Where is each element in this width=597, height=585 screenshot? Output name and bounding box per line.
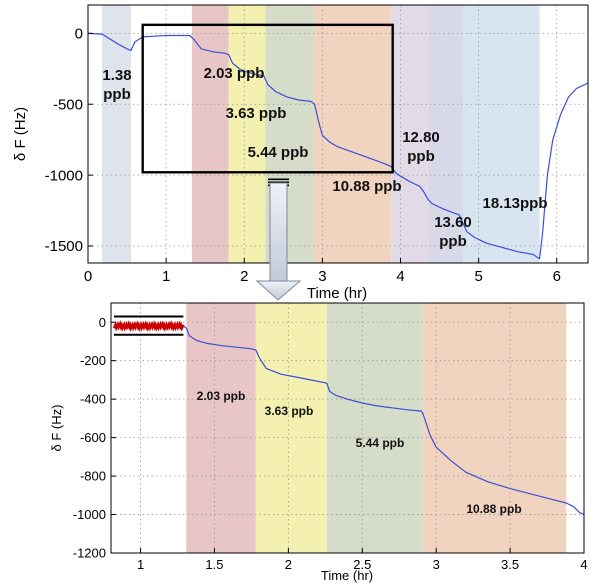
bottom-y-tick-3: -600 — [80, 430, 106, 445]
bottom-noise-trace — [112, 320, 185, 332]
bottom-band-label-0-line-0: 2.03 ppb — [197, 389, 246, 403]
bottom-x-tick-6: 4 — [580, 557, 587, 572]
top-x-tick-0: 0 — [84, 268, 92, 285]
top-band-label-2-line-0: 3.63 ppb — [226, 105, 287, 122]
bottom-y-tick-2: -400 — [80, 392, 106, 407]
top-band-2 — [228, 5, 266, 263]
top-band-label-0-line-0: 1.38 — [102, 67, 131, 84]
top-x-tick-4: 4 — [396, 268, 404, 285]
bottom-x-tick-2: 2 — [285, 557, 292, 572]
bottom-y-tick-4: -800 — [80, 469, 106, 484]
bottom-x-tick-3: 2.5 — [353, 557, 371, 572]
top-x-tick-5: 5 — [474, 268, 482, 285]
top-plot-frame — [87, 4, 589, 264]
top-y-tick-3: -1500 — [45, 238, 83, 255]
top-band-label-0: 1.38 ppb — [102, 67, 131, 103]
bottom-x-tick-4: 3 — [433, 557, 440, 572]
bottom-band-1 — [255, 303, 327, 553]
top-band-label-0-line-1: ppb — [103, 86, 131, 103]
bottom-band-label-0: 2.03 ppb — [197, 389, 246, 403]
bottom-band-0 — [186, 303, 256, 553]
bottom-y-tick-0: 0 — [99, 315, 106, 330]
top-band-label-5: 12.80 ppb — [402, 129, 440, 165]
bottom-x-axis-title: Time (hr) — [321, 568, 373, 583]
bottom-x-tick-1: 1.5 — [205, 557, 223, 572]
bottom-band-3 — [422, 303, 567, 553]
top-band-label-3-line-0: 5.44 ppb — [248, 144, 309, 161]
top-x-tick-3: 3 — [318, 268, 326, 285]
bottom-band-label-2: 5.44 ppb — [356, 436, 405, 450]
top-x-tick-1: 1 — [162, 268, 170, 285]
bottom-band-2 — [326, 303, 423, 553]
top-band-6 — [427, 5, 463, 263]
top-band-label-2: 3.63 ppb — [226, 105, 287, 122]
bottom-y-axis-title: δ F (Hz) — [49, 405, 64, 452]
top-x-axis-title: Time (hr) — [307, 285, 367, 302]
zoom-arrow-head — [255, 280, 302, 301]
top-band-1 — [191, 5, 229, 263]
top-band-label-6-line-0: 13.60 — [434, 214, 472, 231]
top-band-label-1: 2.03 ppb — [204, 65, 265, 82]
top-ticks-layer: 0 1 2 3 4 5 6 0 -500 -1000 -1500 — [45, 26, 561, 285]
bottom-band-label-3-line-0: 10.88 ppb — [466, 502, 521, 516]
top-x-tick-2: 2 — [240, 268, 248, 285]
top-series-line-0 — [87, 32, 589, 260]
zoom-arrow — [255, 182, 302, 301]
top-y-tick-2: -1000 — [45, 167, 83, 184]
bottom-bands-layer — [186, 303, 567, 553]
top-x-tick-6: 6 — [553, 268, 561, 285]
bottom-y-tick-5: -1000 — [73, 507, 106, 522]
bottom-band-labels-layer: 2.03 ppb 3.63 ppb 5.44 ppb 10.88 ppb — [197, 389, 522, 516]
top-band-labels-layer: 1.38 ppb 2.03 ppb 3.63 ppb 5.44 ppb 10.88 ppb… — [102, 65, 547, 250]
bottom-x-tick-0: 1 — [137, 557, 144, 572]
top-zoom-box — [141, 23, 394, 174]
top-band-7 — [463, 5, 540, 263]
top-band-label-7: 18.13ppb — [482, 195, 547, 212]
bottom-plot-frame — [110, 302, 585, 554]
bottom-chart: 1 1.5 2 2.5 3 3.5 4 0 -200 -400 -600 -800 -1000 -1200… — [49, 302, 588, 583]
top-band-label-4-line-0: 10.88 ppb — [332, 178, 401, 195]
top-bands-layer — [102, 5, 540, 263]
top-band-label-6-line-1: ppb — [439, 233, 467, 250]
top-band-label-3: 5.44 ppb — [248, 144, 309, 161]
top-chart: 0 1 2 3 4 5 6 0 -500 -1000 -1500 1.38 ppb 2.03 ppb 3.… — [12, 4, 589, 302]
bottom-y-tick-1: -200 — [80, 353, 106, 368]
bottom-band-label-2-line-0: 5.44 ppb — [356, 436, 405, 450]
top-band-5 — [391, 5, 428, 263]
bottom-series-layer — [112, 315, 585, 516]
top-y-tick-1: -500 — [53, 96, 83, 113]
top-y-tick-0: 0 — [75, 26, 83, 43]
top-band-label-5-line-0: 12.80 — [402, 129, 440, 146]
bottom-ticks-layer: 1 1.5 2 2.5 3 3.5 4 0 -200 -400 -600 -800 -1000 -1200 — [73, 315, 588, 572]
zoom-arrow-shaft — [269, 182, 288, 282]
top-band-label-7-line-0: 18.13ppb — [482, 195, 547, 212]
top-band-label-4: 10.88 ppb — [332, 178, 401, 195]
bottom-series-line-0 — [183, 325, 585, 516]
bottom-y-tick-6: -1200 — [73, 546, 106, 561]
bottom-x-tick-5: 3.5 — [501, 557, 519, 572]
top-band-label-1-line-0: 2.03 ppb — [204, 65, 265, 82]
bottom-band-label-3: 10.88 ppb — [466, 502, 521, 516]
bottom-band-label-1-line-0: 3.63 ppb — [265, 404, 314, 418]
top-y-axis-title: δ F (Hz) — [12, 107, 29, 161]
top-band-4 — [314, 5, 392, 263]
top-band-label-6: 13.60 ppb — [434, 214, 472, 250]
top-band-label-5-line-1: ppb — [407, 148, 435, 165]
bottom-band-label-1: 3.63 ppb — [265, 404, 314, 418]
top-series-layer — [87, 32, 589, 260]
